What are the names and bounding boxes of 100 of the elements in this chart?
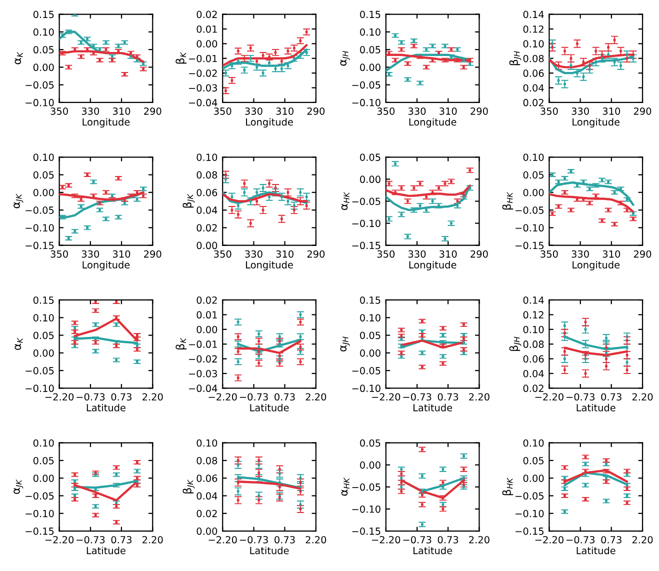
y-tick-label: 0.05 xyxy=(33,171,54,179)
y-axis-title: α$_{HK}$ xyxy=(341,192,350,210)
y-axis-title: β$_{JH}$ xyxy=(509,51,522,66)
y-tick-label: 0.10 xyxy=(523,40,544,48)
y-tick-label: 0.05 xyxy=(523,171,544,179)
x-tick-label: 310 xyxy=(112,250,130,258)
y-tick-label: 0.00 xyxy=(196,40,218,48)
y-tick-label: 0.10 xyxy=(33,28,54,36)
x-tick-label: 330 xyxy=(408,107,426,115)
x-axis-title: Latitude xyxy=(250,546,289,554)
y-tick-label: 0.05 xyxy=(523,456,544,464)
y-tick-label: 0.04 xyxy=(196,492,218,500)
x-tick-label: −0.73 xyxy=(76,393,105,401)
y-tick-label: 0.05 xyxy=(360,332,380,340)
x-tick-label: 290 xyxy=(470,107,488,115)
y-tick-label: −0.05 xyxy=(352,367,380,374)
x-axis-title: Longitude xyxy=(246,118,293,128)
x-tick-label: 350 xyxy=(377,107,395,115)
x-tick-label: 290 xyxy=(470,250,488,258)
x-tick-label: −2.20 xyxy=(535,393,564,401)
x-axis-title: Longitude xyxy=(572,118,620,128)
y-axis-title: α$_{K}$ xyxy=(14,52,23,64)
y-tick-label: 0.00 xyxy=(523,188,544,196)
y-tick-label: 0.15 xyxy=(360,296,380,304)
y-tick-label: 0.00 xyxy=(360,64,380,72)
x-axis-title: Latitude xyxy=(86,404,126,412)
y-tick-label: 0.05 xyxy=(33,46,54,54)
y-tick-label: −0.03 xyxy=(188,370,217,378)
y-axis-title: β$_{JK}$ xyxy=(182,479,195,494)
x-tick-label: 290 xyxy=(307,107,325,115)
y-tick-label: 0.04 xyxy=(523,370,544,378)
y-tick-label: 0.00 xyxy=(33,349,54,357)
x-tick-label: 330 xyxy=(408,250,426,258)
x-tick-label: 330 xyxy=(572,250,589,258)
y-axis-title: β$_{HK}$ xyxy=(502,192,514,210)
x-tick-label: −2.20 xyxy=(372,536,400,544)
y-axis-title: α$_{K}$ xyxy=(14,337,23,350)
x-tick-label: 350 xyxy=(214,107,232,115)
x-tick-label: 350 xyxy=(50,107,68,115)
x-tick-label: 350 xyxy=(540,107,558,115)
x-tick-label: 350 xyxy=(50,250,68,258)
y-tick-label: 0.14 xyxy=(523,296,544,304)
x-tick-label: −2.20 xyxy=(372,393,400,401)
y-tick-label: 0.06 xyxy=(523,70,544,77)
y-tick-label: −0.10 xyxy=(26,224,54,232)
x-axis-title: Longitude xyxy=(409,118,456,128)
y-tick-label: −0.15 xyxy=(352,528,380,535)
y-tick-label: 0.00 xyxy=(360,461,380,469)
y-tick-label: −0.10 xyxy=(352,505,380,513)
x-axis-title: Latitude xyxy=(576,404,616,412)
y-tick-label: −0.10 xyxy=(26,98,54,106)
x-tick-label: 2.20 xyxy=(142,536,163,544)
y-axis-title: β$_{K}$ xyxy=(176,338,186,350)
y-tick-label: 0.08 xyxy=(196,171,218,179)
x-tick-label: 290 xyxy=(634,250,652,258)
x-tick-label: 330 xyxy=(82,250,100,258)
x-tick-label: −2.20 xyxy=(45,393,74,401)
y-tick-label: −0.10 xyxy=(352,384,380,392)
y-tick-label: −0.04 xyxy=(188,384,218,392)
x-tick-label: 0.73 xyxy=(601,536,622,544)
x-tick-label: 350 xyxy=(540,250,558,258)
y-tick-label: −0.02 xyxy=(188,70,217,77)
y-tick-label: −0.10 xyxy=(352,98,380,106)
x-tick-label: 310 xyxy=(276,250,294,258)
y-tick-label: 0.10 xyxy=(523,326,544,334)
y-tick-label: 0.08 xyxy=(196,456,218,464)
y-tick-label: 0.10 xyxy=(196,439,218,447)
x-tick-label: −2.20 xyxy=(208,393,237,401)
x-tick-label: 2.20 xyxy=(469,393,490,401)
y-tick-label: 0.10 xyxy=(33,154,54,161)
x-axis-title: Longitude xyxy=(82,118,130,128)
y-tick-label: 0.02 xyxy=(196,296,217,304)
x-tick-label: 310 xyxy=(112,107,130,115)
y-tick-label: −0.05 xyxy=(516,206,544,214)
y-tick-label: −0.05 xyxy=(352,198,380,206)
x-tick-label: 330 xyxy=(572,107,589,115)
y-tick-label: 0.10 xyxy=(523,439,544,447)
y-tick-label: 0.00 xyxy=(196,326,218,334)
x-tick-label: 2.20 xyxy=(469,536,490,544)
y-tick-label: −0.10 xyxy=(516,510,544,518)
y-tick-label: 0.05 xyxy=(33,332,54,340)
y-axis-title: α$_{HK}$ xyxy=(341,477,350,496)
x-tick-label: 0.73 xyxy=(438,536,458,544)
x-tick-label: 330 xyxy=(245,107,262,115)
y-tick-label: 0.10 xyxy=(523,154,544,161)
x-tick-label: 0.73 xyxy=(274,536,295,544)
x-tick-label: 330 xyxy=(82,107,100,115)
y-tick-label: 0.00 xyxy=(523,474,544,482)
x-tick-label: −2.20 xyxy=(45,536,74,544)
y-tick-label: 0.06 xyxy=(196,188,218,196)
y-axis-title: α$_{JH}$ xyxy=(340,336,350,352)
x-tick-label: 310 xyxy=(602,107,620,115)
x-tick-label: 290 xyxy=(307,250,325,258)
y-axis-title: α$_{JK}$ xyxy=(14,479,24,494)
y-tick-label: 0.00 xyxy=(196,242,218,250)
y-tick-label: 0.01 xyxy=(196,25,217,33)
x-axis-title: Latitude xyxy=(414,404,452,412)
y-axis-title: α$_{JK}$ xyxy=(14,193,24,208)
x-tick-label: −2.20 xyxy=(535,536,564,544)
y-tick-label: −0.10 xyxy=(26,384,54,392)
